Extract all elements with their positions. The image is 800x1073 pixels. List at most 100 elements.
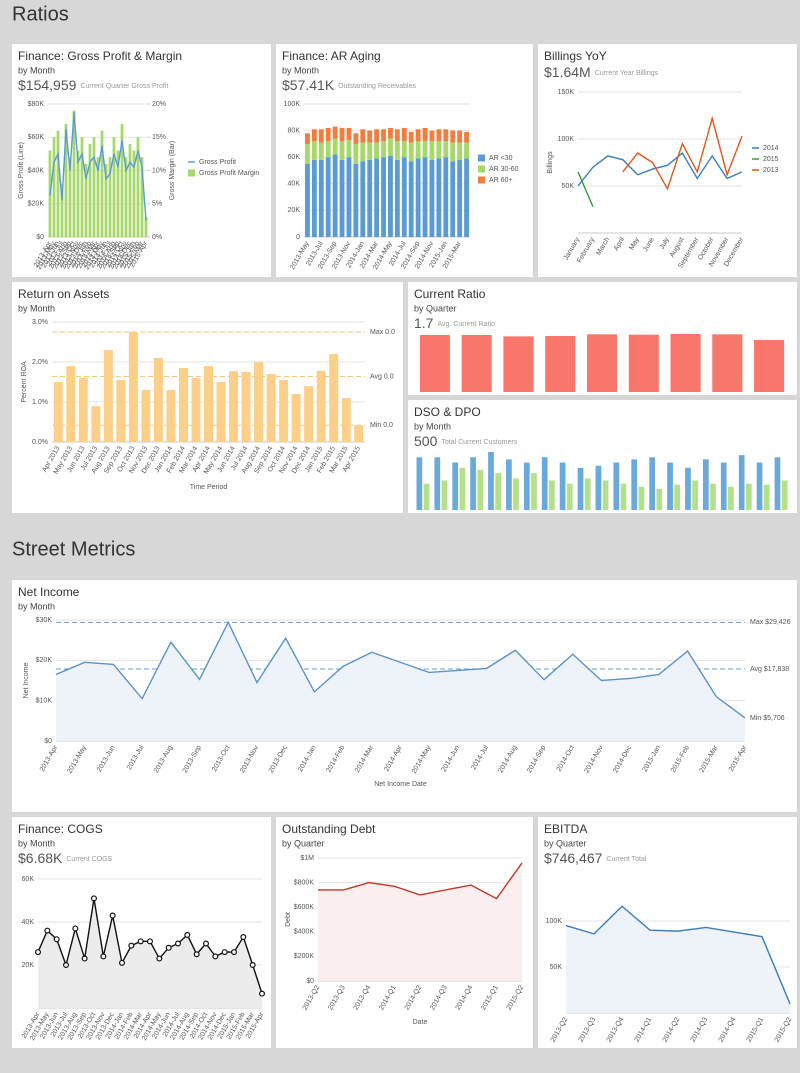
kpi-value: $746,467: [544, 850, 603, 866]
bar: [153, 358, 163, 442]
bar: [367, 142, 373, 160]
y-tick-label: 40K: [22, 919, 35, 926]
y-tick-label: 150K: [558, 89, 575, 96]
bar: [452, 462, 459, 510]
bar: [76, 150, 80, 237]
bar: [434, 457, 441, 510]
bar: [712, 334, 743, 392]
bar: [408, 142, 414, 162]
y2-tick-label: 20%: [152, 101, 166, 108]
marker: [147, 938, 154, 945]
bar: [457, 130, 463, 143]
legend-swatch: [478, 154, 485, 162]
y-tick-label: $80K: [28, 101, 45, 108]
bar: [318, 159, 324, 237]
panel-title: Finance: Gross Profit & Margin: [18, 49, 182, 63]
bar: [670, 334, 701, 392]
panel-subtitle: by Month: [282, 65, 319, 75]
bar: [443, 157, 449, 237]
marker: [175, 940, 182, 947]
y-tick-label: $1M: [300, 855, 314, 862]
bar: [394, 141, 400, 160]
bar: [549, 480, 555, 510]
kpi-caption: Current Quarter Gross Profit: [80, 83, 168, 90]
reference-label: Avg 0.0: [370, 373, 394, 380]
panel-subtitle: by Month: [18, 303, 55, 313]
bar: [367, 130, 373, 143]
y-tick-label: 3.0%: [32, 319, 48, 326]
bar: [450, 130, 456, 143]
reference-label: Max $29,426: [750, 619, 791, 626]
marker: [34, 949, 41, 956]
bar: [140, 157, 144, 237]
bar: [401, 157, 407, 237]
bar: [120, 123, 124, 237]
bar: [388, 138, 393, 156]
y-axis-title: Net Income: [23, 662, 30, 698]
y-tick-label: $0: [36, 234, 44, 241]
bar: [354, 425, 364, 442]
bar: [754, 340, 785, 392]
y-tick-label: 100K: [558, 136, 575, 143]
panel-subtitle: by Month: [18, 65, 55, 75]
bar: [318, 129, 324, 143]
reference-label: Min $5,706: [750, 715, 785, 722]
kpi-value: $6.68K: [18, 850, 63, 866]
bar: [415, 141, 421, 159]
bar: [692, 480, 698, 510]
legend-label: Gross Profit: [199, 159, 236, 166]
bar: [311, 159, 317, 237]
kpi: 1.7 Avg. Current Ratio: [414, 315, 495, 331]
kpi: $57.41K Outstanding Receivables: [282, 77, 416, 93]
legend-label: 2014: [763, 145, 779, 152]
y-tick-label: 20K: [22, 962, 35, 969]
bar: [191, 378, 201, 442]
bar: [374, 158, 380, 237]
legend-label: 2013: [763, 167, 779, 174]
bar: [316, 370, 326, 442]
bar: [332, 154, 338, 237]
bar: [394, 129, 400, 142]
bar: [381, 157, 386, 237]
y-tick-label: 20K: [288, 207, 301, 214]
marker: [259, 990, 266, 997]
bar: [584, 478, 591, 510]
bar: [429, 130, 435, 142]
bar: [586, 334, 618, 392]
bar: [436, 158, 442, 237]
bar: [311, 141, 317, 160]
kpi: $154,959 Current Quarter Gross Profit: [18, 77, 168, 93]
y-tick-label: $0: [306, 978, 314, 985]
bar: [116, 380, 126, 442]
bar: [638, 486, 645, 510]
panel-subtitle: by Quarter: [414, 303, 457, 313]
bar: [96, 157, 100, 237]
bar: [254, 362, 264, 442]
panel: [538, 44, 797, 277]
bar: [325, 157, 331, 237]
kpi-caption: Current COGS: [66, 856, 112, 863]
marker: [221, 949, 228, 956]
bar: [566, 483, 573, 510]
kpi-value: $57.41K: [282, 77, 335, 93]
panel-title: EBITDA: [544, 822, 587, 836]
bar: [353, 133, 359, 144]
bar: [429, 159, 435, 237]
bar: [52, 137, 56, 237]
marker: [118, 959, 125, 966]
bar: [441, 480, 448, 510]
bar: [279, 380, 289, 442]
bar: [141, 390, 151, 442]
marker: [137, 938, 144, 945]
bar: [132, 150, 136, 237]
bar: [667, 462, 673, 510]
bar: [443, 141, 449, 158]
kpi-caption: Current Year Billings: [595, 70, 659, 77]
bar: [360, 129, 366, 143]
y-tick-label: 2.0%: [32, 359, 48, 366]
bar: [436, 141, 442, 159]
y-tick-label: 0: [296, 234, 300, 241]
marker: [193, 951, 200, 958]
bar: [305, 163, 310, 237]
